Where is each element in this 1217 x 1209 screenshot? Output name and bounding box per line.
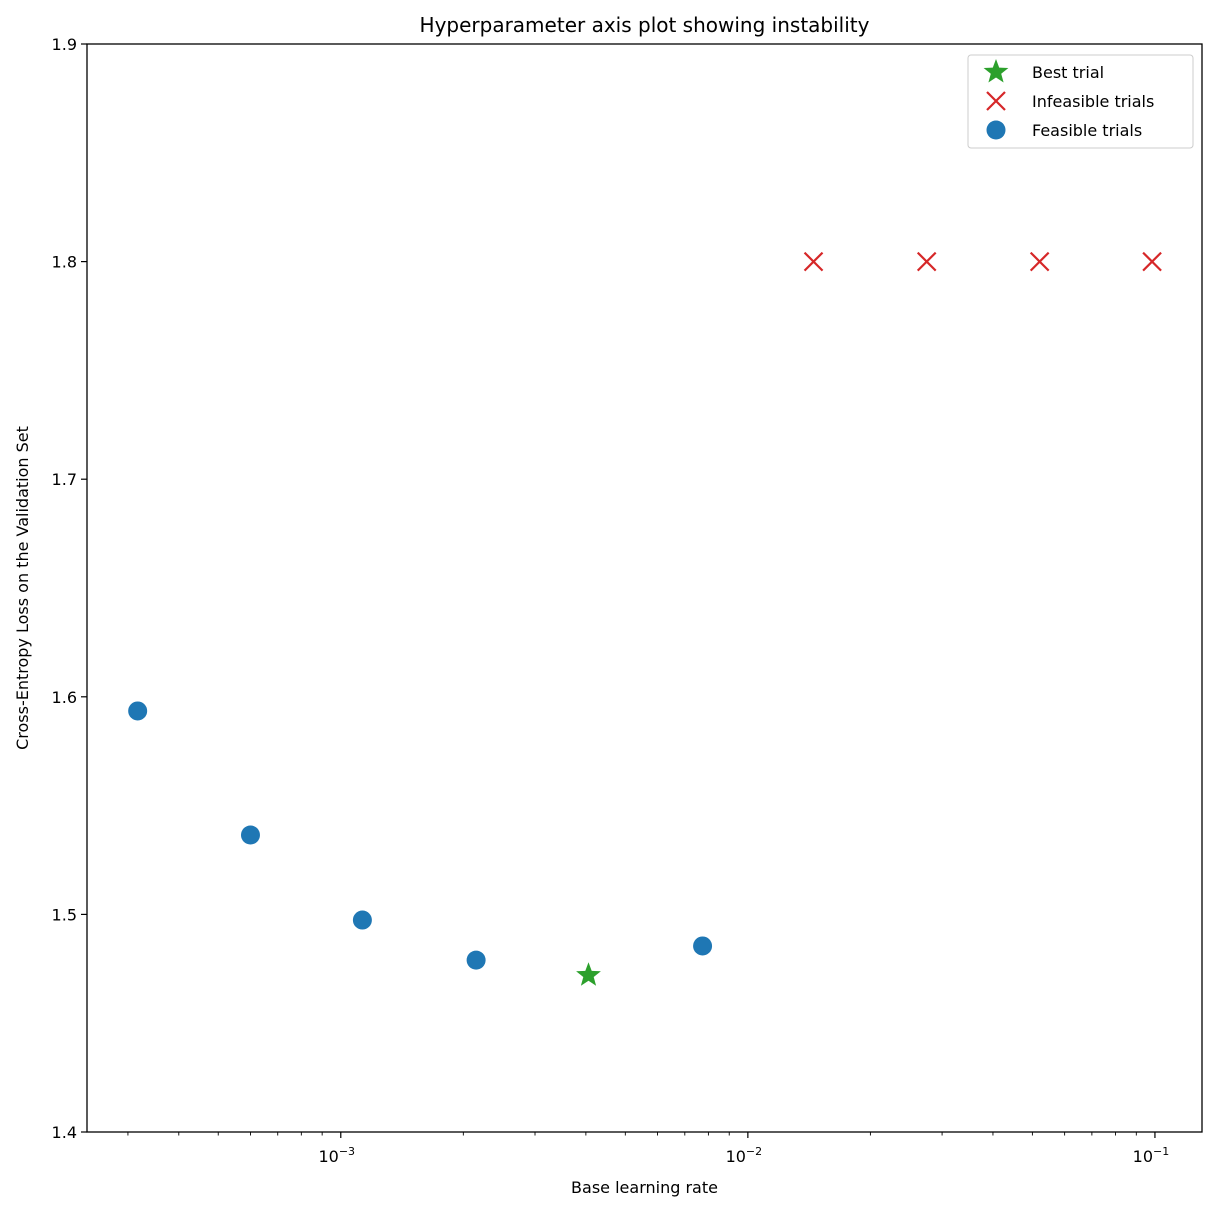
legend-label: Feasible trials — [1032, 121, 1142, 140]
feasible-trial-point — [466, 950, 486, 970]
legend-label: Best trial — [1032, 63, 1104, 82]
x-tick-label: 10−3 — [318, 1145, 355, 1166]
legend-marker-x — [986, 91, 1006, 111]
legend-marker-circle — [986, 120, 1006, 140]
x-tick-label: 10−2 — [726, 1145, 763, 1166]
legend-marker-star — [983, 59, 1009, 83]
infeasible-trial-point — [803, 251, 824, 272]
chart-title: Hyperparameter axis plot showing instabi… — [420, 13, 870, 37]
feasible-trial-point — [352, 910, 372, 930]
y-tick-label: 1.9 — [52, 35, 77, 54]
infeasible-trial-point — [1142, 251, 1162, 272]
x-axis-label: Base learning rate — [571, 1178, 718, 1197]
feasible-trial-point — [240, 825, 260, 845]
y-tick-label: 1.4 — [52, 1123, 77, 1142]
y-tick-label: 1.8 — [52, 253, 77, 272]
x-tick-label: 10−1 — [1133, 1145, 1170, 1166]
plot-frame — [86, 43, 1203, 1133]
y-axis-label: Cross-Entropy Loss on the Validation Set — [13, 426, 32, 750]
legend: Best trial Infeasible trials Feasible tria… — [967, 54, 1194, 149]
best-trial-point — [576, 962, 601, 986]
feasible-trial-point — [128, 701, 148, 721]
infeasible-trial-point — [1029, 251, 1050, 272]
y-tick-label: 1.6 — [52, 688, 77, 707]
feasible-trial-point — [693, 936, 713, 956]
infeasible-trial-point — [916, 251, 937, 272]
legend-label: Infeasible trials — [1032, 92, 1154, 111]
legend-box — [967, 54, 1194, 149]
y-tick-label: 1.7 — [52, 470, 77, 489]
y-tick-label: 1.5 — [52, 905, 77, 924]
